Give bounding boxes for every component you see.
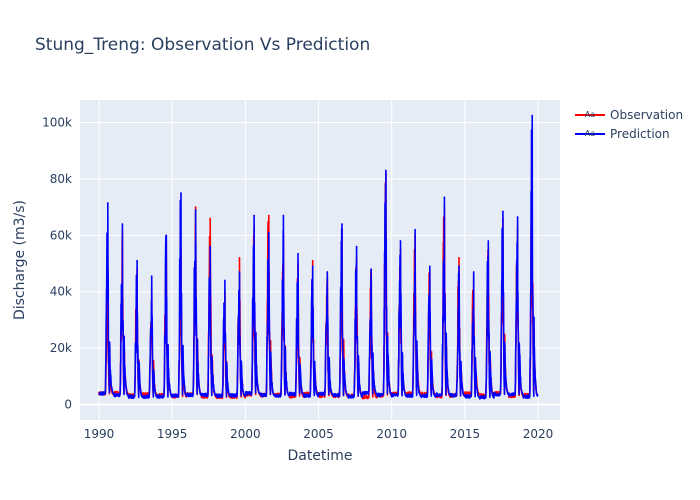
x-tick-label: 2000 xyxy=(230,427,261,441)
prediction-peak-point[interactable] xyxy=(165,234,168,237)
observation-peak-point[interactable] xyxy=(209,217,212,220)
prediction-peak-point[interactable] xyxy=(487,240,490,242)
observation-peak-point[interactable] xyxy=(238,257,241,259)
prediction-peak-point[interactable] xyxy=(267,231,270,234)
prediction-legend-glyph: Aa xyxy=(585,129,595,138)
prediction-peak-point[interactable] xyxy=(297,252,299,255)
prediction-peak-point[interactable] xyxy=(385,169,387,172)
prediction-peak-point[interactable] xyxy=(224,279,226,282)
prediction-peak-point[interactable] xyxy=(502,210,504,213)
prediction-peak-point[interactable] xyxy=(326,271,329,273)
prediction-peak-point[interactable] xyxy=(209,245,212,248)
prediction-peak-point[interactable] xyxy=(399,240,402,242)
prediction-peak-point[interactable] xyxy=(121,223,124,225)
y-axis-title: Discharge (m3/s) xyxy=(12,200,28,320)
prediction-peak-point[interactable] xyxy=(311,265,314,268)
x-tick-label: 2015 xyxy=(450,427,481,441)
prediction-peak-point[interactable] xyxy=(428,265,431,268)
y-tick-label: 60k xyxy=(50,228,72,242)
series-layer xyxy=(98,114,539,400)
prediction-peak-point[interactable] xyxy=(150,275,153,278)
prediction-peak-point[interactable] xyxy=(458,265,460,268)
x-axis-title: Datetime xyxy=(287,448,352,464)
prediction-peak-point[interactable] xyxy=(355,245,358,248)
x-axis-ticks: 1990 1995 2000 2005 2010 2015 2020 xyxy=(84,427,554,441)
y-tick-label: 0 xyxy=(64,397,72,411)
y-axis-ticks: 0 20k 40k 60k 80k 100k xyxy=(42,116,72,412)
y-tick-label: 40k xyxy=(50,285,72,299)
prediction-peak-point[interactable] xyxy=(531,114,533,117)
prediction-peak-point[interactable] xyxy=(516,216,519,218)
x-tick-label: 2010 xyxy=(376,427,407,441)
chart-title: Stung_Treng: Observation Vs Prediction xyxy=(35,35,370,55)
prediction-peak-point[interactable] xyxy=(282,214,285,217)
prediction-peak-point[interactable] xyxy=(341,223,343,225)
prediction-peak-point[interactable] xyxy=(472,271,475,273)
prediction-peak-point[interactable] xyxy=(238,271,241,273)
prediction-peak-point[interactable] xyxy=(194,209,197,211)
series-line-prediction[interactable] xyxy=(98,114,539,400)
prediction-peak-point[interactable] xyxy=(107,202,109,204)
x-tick-label: 1990 xyxy=(84,427,115,441)
gridlines xyxy=(80,100,560,420)
observation-peak-point[interactable] xyxy=(311,259,314,262)
prediction-peak-point[interactable] xyxy=(180,192,182,194)
legend-label-prediction: Prediction xyxy=(610,127,670,141)
observation-peak-point[interactable] xyxy=(194,206,197,208)
plot-area[interactable] xyxy=(80,100,560,420)
y-tick-label: 100k xyxy=(42,116,72,130)
legend-label-observation: Observation xyxy=(610,108,683,122)
prediction-peak-point[interactable] xyxy=(443,196,446,199)
observation-peak-point[interactable] xyxy=(267,214,270,217)
prediction-peak-point[interactable] xyxy=(253,214,255,217)
y-tick-label: 80k xyxy=(50,172,72,186)
prediction-peak-point[interactable] xyxy=(414,228,416,231)
legend-item-prediction[interactable]: Aa Prediction xyxy=(575,127,670,141)
y-tick-label: 20k xyxy=(50,341,72,355)
x-tick-label: 1995 xyxy=(157,427,188,441)
observation-peak-point[interactable] xyxy=(458,257,460,259)
legend-item-observation[interactable]: Aa Observation xyxy=(575,108,683,122)
x-tick-label: 2005 xyxy=(303,427,334,441)
prediction-peak-point[interactable] xyxy=(370,268,373,270)
legend: Aa Observation Aa Prediction xyxy=(575,108,683,141)
observation-legend-glyph: Aa xyxy=(585,110,595,119)
x-tick-label: 2020 xyxy=(523,427,554,441)
prediction-peak-point[interactable] xyxy=(136,259,138,262)
